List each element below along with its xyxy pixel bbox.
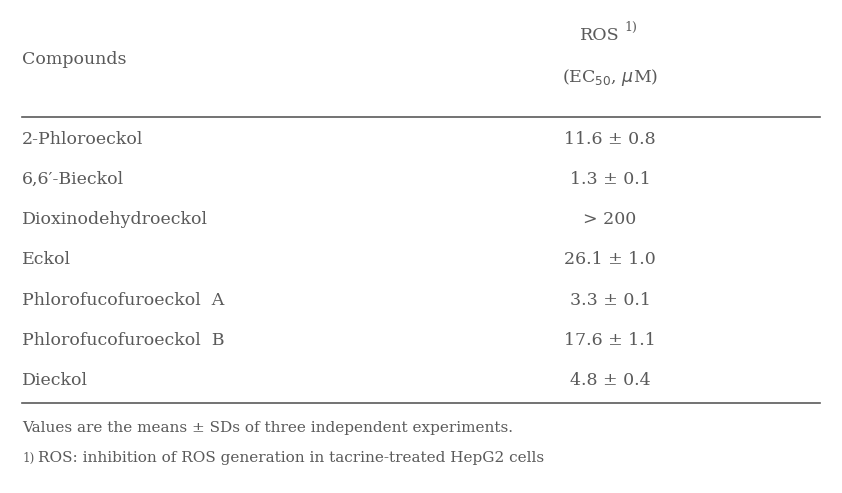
Text: Dioxinodehydroeckol: Dioxinodehydroeckol: [22, 211, 208, 228]
Text: Phlorofucofuroeckol  A: Phlorofucofuroeckol A: [22, 292, 224, 309]
Text: 1.3 ± 0.1: 1.3 ± 0.1: [570, 171, 650, 188]
Text: 4.8 ± 0.4: 4.8 ± 0.4: [570, 372, 650, 389]
Text: 2-Phloroeckol: 2-Phloroeckol: [22, 131, 143, 147]
Text: 1): 1): [624, 21, 637, 34]
Text: 6,6′-Bieckol: 6,6′-Bieckol: [22, 171, 124, 188]
Text: 26.1 ± 1.0: 26.1 ± 1.0: [564, 251, 656, 269]
Text: ROS: ROS: [580, 27, 620, 43]
Text: Dieckol: Dieckol: [22, 372, 88, 389]
Text: 3.3 ± 0.1: 3.3 ± 0.1: [569, 292, 650, 309]
Text: Phlorofucofuroeckol  B: Phlorofucofuroeckol B: [22, 332, 225, 349]
Text: 11.6 ± 0.8: 11.6 ± 0.8: [564, 131, 656, 147]
Text: > 200: > 200: [584, 211, 637, 228]
Text: 17.6 ± 1.1: 17.6 ± 1.1: [564, 332, 656, 349]
Text: Values are the means ± SDs of three independent experiments.: Values are the means ± SDs of three inde…: [22, 421, 513, 435]
Text: Compounds: Compounds: [22, 50, 126, 68]
Text: (EC$_{50}$, $\mu$M): (EC$_{50}$, $\mu$M): [562, 67, 658, 87]
Text: 1): 1): [22, 452, 35, 464]
Text: Eckol: Eckol: [22, 251, 71, 269]
Text: ROS: inhibition of ROS generation in tacrine-treated HepG2 cells: ROS: inhibition of ROS generation in tac…: [38, 451, 544, 465]
